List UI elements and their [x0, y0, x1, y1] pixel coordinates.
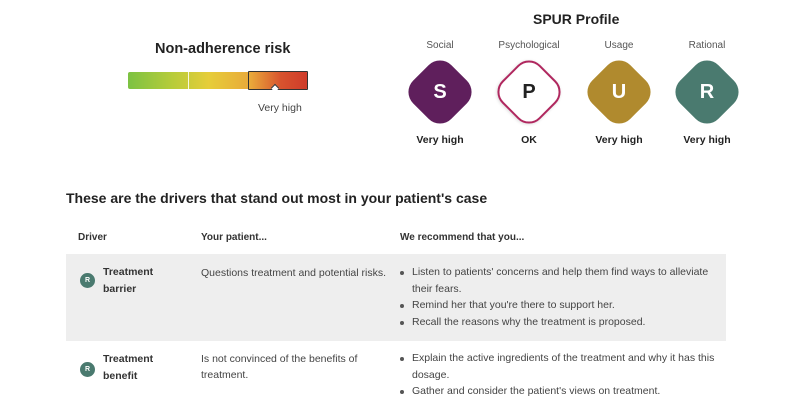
driver-name: Treatment barrier [103, 264, 183, 298]
recommendation-text: Recall the reasons why the treatment is … [412, 315, 646, 328]
recommendation-list: Listen to patients' concerns and help th… [400, 264, 720, 330]
driver-name-line: Treatment [103, 353, 154, 365]
column-header-driver: Driver [78, 232, 107, 243]
spur-category-label: Usage [604, 40, 634, 51]
risk-level-label: Very high [258, 102, 302, 114]
spur-category-label: Psychological [498, 40, 560, 51]
recommendation-item: Explain the active ingredients of the tr… [400, 350, 720, 383]
bullet-icon [400, 304, 404, 308]
recommendation-text: Listen to patients' concerns and help th… [412, 266, 709, 295]
rational-driver-icon: R [80, 362, 95, 377]
spur-badge: U [574, 53, 664, 131]
recommendation-item: Remind her that you're there to support … [400, 297, 720, 314]
driver-name-line: barrier [103, 283, 137, 295]
spur-letter: S [433, 81, 447, 103]
driver-name: Treatment benefit [103, 351, 183, 385]
spur-letter: U [611, 81, 627, 103]
recommendation-list: Explain the active ingredients of the tr… [400, 350, 720, 400]
recommendation-text: Remind her that you're there to support … [412, 299, 615, 311]
recommendation-text: Explain the active ingredients of the tr… [412, 352, 715, 381]
spur-usage: Usage U Very high [574, 40, 664, 146]
table-row: R Treatment barrier Questions treatment … [66, 254, 726, 341]
spur-psychological: Psychological P OK [484, 40, 574, 146]
driver-name-line: Treatment [103, 266, 154, 278]
column-header-patient: Your patient... [201, 232, 267, 243]
risk-level-marker [248, 71, 308, 90]
spur-level-label: Very high [683, 134, 731, 146]
spur-letter: P [522, 81, 536, 103]
spur-level-label: OK [521, 134, 537, 146]
spur-letter: R [699, 81, 715, 103]
spur-level-label: Very high [416, 134, 464, 146]
spur-title: SPUR Profile [533, 11, 620, 27]
driver-name-line: benefit [103, 370, 138, 382]
spur-badge: P [484, 53, 574, 131]
spur-badge: R [662, 53, 752, 131]
rational-driver-icon: R [80, 273, 95, 288]
risk-gradient [128, 72, 308, 89]
spur-badge: S [395, 53, 485, 131]
bullet-icon [400, 357, 404, 361]
bullet-icon [400, 320, 404, 325]
spur-social: Social S Very high [395, 40, 485, 146]
patient-description: Questions treatment and potential risks. [201, 267, 387, 279]
spur-rational: Rational R Very high [662, 40, 752, 146]
spur-level-label: Very high [595, 134, 643, 146]
recommendation-text: Gather and consider the patient's views … [412, 385, 661, 397]
bullet-icon [400, 390, 404, 394]
risk-meter [128, 71, 308, 93]
recommendation-item: Gather and consider the patient's views … [400, 383, 720, 400]
recommendation-item: Recall the reasons why the treatment is … [400, 314, 720, 331]
recommendation-item: Listen to patients' concerns and help th… [400, 264, 720, 297]
drivers-section-title: These are the drivers that stand out mos… [66, 190, 488, 206]
spur-category-label: Rational [688, 40, 726, 51]
table-row: R Treatment benefit Is not convinced of … [66, 344, 726, 414]
risk-title: Non-adherence risk [155, 41, 291, 57]
spur-category-label: Social [426, 40, 454, 51]
risk-segment-divider [188, 72, 189, 89]
bullet-icon [400, 271, 404, 275]
column-header-recommend: We recommend that you... [400, 232, 525, 243]
patient-description: Is not convinced of the benefits of trea… [201, 353, 358, 381]
